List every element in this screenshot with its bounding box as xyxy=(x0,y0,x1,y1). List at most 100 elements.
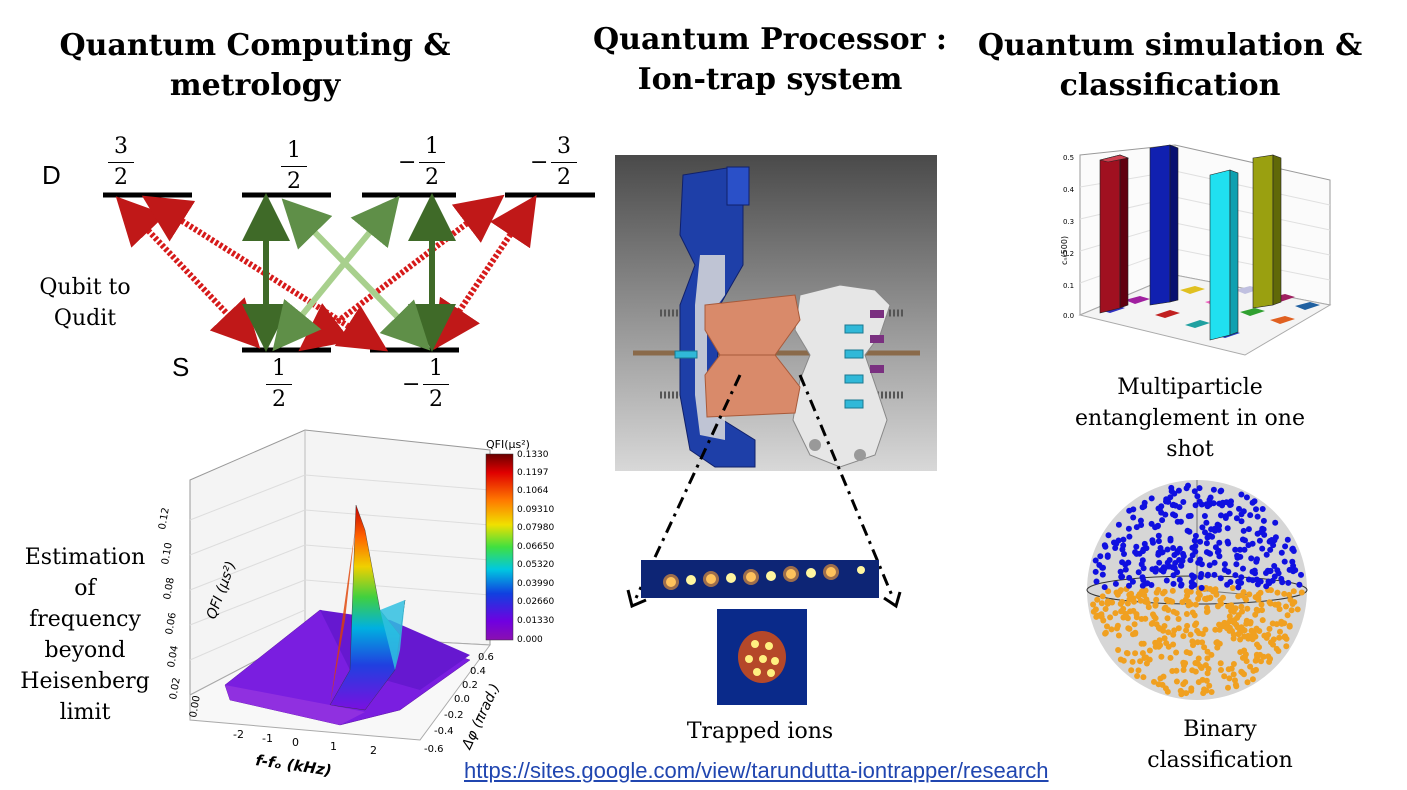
svg-text:0.03990: 0.03990 xyxy=(517,579,554,589)
svg-text:-0.6: -0.6 xyxy=(424,744,444,755)
svg-text:-1: -1 xyxy=(262,732,273,745)
sphere-point xyxy=(1199,524,1206,531)
sphere-point xyxy=(1155,551,1162,558)
sphere-point xyxy=(1189,609,1196,616)
sphere-point xyxy=(1204,655,1211,662)
sphere-point xyxy=(1242,537,1248,544)
sphere-point xyxy=(1235,584,1242,591)
sphere-point xyxy=(1211,571,1218,578)
sphere-point xyxy=(1170,580,1177,587)
sphere-point xyxy=(1259,545,1266,552)
sphere-point xyxy=(1215,603,1221,610)
sphere-point xyxy=(1122,561,1129,568)
d-state-2-sign: − xyxy=(398,150,417,175)
sphere-point xyxy=(1172,502,1179,509)
sphere-point xyxy=(1281,558,1288,565)
sphere-point xyxy=(1184,622,1191,629)
svg-text:0.3: 0.3 xyxy=(1063,218,1074,226)
sphere-point xyxy=(1149,537,1156,544)
sphere-point xyxy=(1243,494,1250,501)
sphere-point xyxy=(1143,654,1150,661)
sphere-point xyxy=(1290,568,1297,575)
sphere-point xyxy=(1270,636,1277,643)
sphere-point xyxy=(1107,614,1114,621)
sphere-point xyxy=(1175,616,1182,622)
sphere-point xyxy=(1288,607,1295,614)
svg-text:0.5: 0.5 xyxy=(1063,154,1074,162)
sphere-point xyxy=(1226,613,1233,620)
sphere-point xyxy=(1102,606,1109,612)
light-green-arrow-1 xyxy=(281,198,431,351)
sphere-point xyxy=(1232,605,1239,612)
sphere-point xyxy=(1155,681,1162,688)
sphere-point xyxy=(1241,654,1248,661)
sphere-point xyxy=(1180,553,1187,560)
sphere-point xyxy=(1167,535,1174,542)
sphere-point xyxy=(1246,591,1253,598)
qfi-surface-plot: QFI (μs²) 0.12 0.10 0.08 0.06 0.04 0.02 … xyxy=(157,429,554,780)
sphere-point xyxy=(1211,525,1218,532)
sphere-point xyxy=(1137,517,1144,524)
title-right-line2: classification xyxy=(1059,68,1281,103)
sphere-point xyxy=(1099,593,1106,600)
s-level-label: S xyxy=(172,352,190,382)
sphere-point xyxy=(1256,628,1263,634)
sphere-point xyxy=(1126,582,1132,589)
sphere-point xyxy=(1284,612,1291,619)
sphere-point xyxy=(1241,647,1248,654)
sphere-point xyxy=(1153,596,1160,603)
sphere-point xyxy=(1158,653,1165,660)
sphere-point xyxy=(1170,572,1177,579)
sphere-point xyxy=(1155,538,1162,545)
sphere-point xyxy=(1231,619,1238,626)
sphere-caption: Binary classification xyxy=(1147,717,1293,773)
light-green-arrow-2 xyxy=(272,195,400,352)
sphere-point xyxy=(1249,540,1256,547)
sphere-point xyxy=(1238,491,1245,498)
s-state-1-sign: − xyxy=(402,372,421,397)
svg-text:0.0: 0.0 xyxy=(1063,312,1074,320)
sphere-point xyxy=(1134,673,1141,679)
research-link[interactable]: https://sites.google.com/view/tarundutta… xyxy=(464,758,1049,783)
sphere-point xyxy=(1151,613,1158,620)
sphere-point xyxy=(1176,545,1183,552)
sphere-point xyxy=(1206,595,1213,602)
sphere-point xyxy=(1275,648,1282,654)
sphere-point xyxy=(1090,601,1097,608)
sphere-point xyxy=(1201,513,1208,519)
sphere-point xyxy=(1095,612,1102,619)
sphere-point xyxy=(1260,517,1267,524)
sphere-point xyxy=(1125,525,1132,532)
sphere-point xyxy=(1133,524,1140,531)
sphere-point xyxy=(1129,578,1136,585)
sphere-point xyxy=(1124,650,1131,657)
sphere-point xyxy=(1274,589,1281,596)
sphere-point xyxy=(1240,527,1247,534)
sphere-point xyxy=(1117,568,1124,575)
sphere-point xyxy=(1129,658,1136,665)
sphere-point xyxy=(1169,598,1176,605)
title-left: Quantum Computing & metrology xyxy=(20,26,490,106)
sphere-point xyxy=(1237,546,1243,553)
svg-text:0.04: 0.04 xyxy=(166,645,181,669)
sphere-point xyxy=(1275,570,1282,577)
sphere-point xyxy=(1234,552,1241,559)
sphere-point xyxy=(1208,689,1215,695)
sphere-point xyxy=(1094,596,1101,603)
sphere-point xyxy=(1159,517,1166,524)
sphere-point xyxy=(1142,615,1149,622)
sphere-point xyxy=(1290,588,1297,595)
sphere-point xyxy=(1236,505,1242,512)
sphere-point xyxy=(1192,543,1199,549)
sphere-point xyxy=(1156,559,1163,566)
svg-text:0.4: 0.4 xyxy=(470,666,486,677)
sphere-point xyxy=(1235,578,1242,585)
red-arrow-4 xyxy=(433,195,537,350)
sphere-point xyxy=(1171,552,1178,558)
sphere-point xyxy=(1152,567,1159,574)
sphere-point xyxy=(1244,605,1251,612)
sphere-point xyxy=(1259,617,1266,624)
sphere-point xyxy=(1233,561,1240,568)
